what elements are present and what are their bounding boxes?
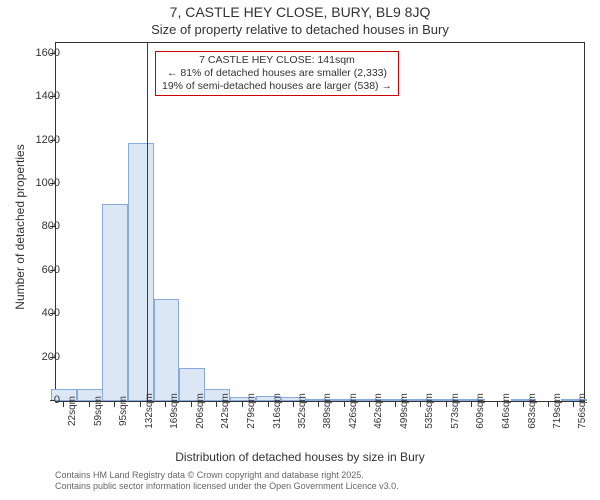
plot-area: 7 CASTLE HEY CLOSE: 141sqm ← 81% of deta… <box>55 42 585 402</box>
x-tick-label: 316sqm <box>272 393 283 429</box>
histogram-bar <box>154 299 180 401</box>
chart-title-sub: Size of property relative to detached ho… <box>0 22 600 37</box>
chart-title-main: 7, CASTLE HEY CLOSE, BURY, BL9 8JQ <box>0 4 600 20</box>
x-tick-label: 499sqm <box>399 393 410 429</box>
x-tick-label: 573sqm <box>450 393 461 429</box>
x-tick <box>89 402 90 407</box>
x-tick <box>395 402 396 407</box>
y-tick <box>50 226 55 227</box>
x-tick <box>268 402 269 407</box>
y-tick <box>50 270 55 271</box>
y-tick <box>50 313 55 314</box>
x-tick-label: 169sqm <box>169 393 180 429</box>
x-tick <box>63 402 64 407</box>
chart-container: 7, CASTLE HEY CLOSE, BURY, BL9 8JQ Size … <box>0 0 600 500</box>
y-tick <box>50 357 55 358</box>
x-tick <box>420 402 421 407</box>
reference-line <box>147 43 148 401</box>
x-tick <box>318 402 319 407</box>
footer-line2: Contains public sector information licen… <box>55 481 399 492</box>
x-tick-label: 535sqm <box>424 393 435 429</box>
x-tick-label: 719sqm <box>552 393 563 429</box>
y-tick <box>50 400 55 401</box>
footer-line1: Contains HM Land Registry data © Crown c… <box>55 470 399 481</box>
annotation-line3: 19% of semi-detached houses are larger (… <box>162 80 392 93</box>
annotation-line2: ← 81% of detached houses are smaller (2,… <box>162 67 392 80</box>
footer-attribution: Contains HM Land Registry data © Crown c… <box>55 470 399 493</box>
x-tick <box>216 402 217 407</box>
x-tick <box>344 402 345 407</box>
x-tick-label: 646sqm <box>501 393 512 429</box>
x-tick-label: 242sqm <box>220 393 231 429</box>
histogram-bar <box>128 143 154 401</box>
x-tick-label: 95sqm <box>118 396 129 426</box>
x-tick-label: 609sqm <box>475 393 486 429</box>
annotation-line1: 7 CASTLE HEY CLOSE: 141sqm <box>162 54 392 67</box>
y-tick <box>50 96 55 97</box>
x-tick-label: 279sqm <box>246 393 257 429</box>
x-tick <box>548 402 549 407</box>
x-tick-label: 352sqm <box>297 393 308 429</box>
x-tick <box>165 402 166 407</box>
x-tick-label: 426sqm <box>348 393 359 429</box>
x-tick <box>573 402 574 407</box>
x-tick-label: 462sqm <box>373 393 384 429</box>
x-tick <box>523 402 524 407</box>
x-tick-label: 756sqm <box>577 393 588 429</box>
x-tick <box>471 402 472 407</box>
x-tick-label: 389sqm <box>322 393 333 429</box>
x-tick <box>191 402 192 407</box>
x-tick-label: 59sqm <box>93 396 104 426</box>
x-tick <box>446 402 447 407</box>
x-axis-label: Distribution of detached houses by size … <box>0 450 600 464</box>
x-tick-label: 683sqm <box>527 393 538 429</box>
x-tick <box>242 402 243 407</box>
y-tick <box>50 183 55 184</box>
annotation-box: 7 CASTLE HEY CLOSE: 141sqm ← 81% of deta… <box>155 51 399 96</box>
x-tick <box>369 402 370 407</box>
histogram-bar <box>102 204 128 401</box>
x-tick-label: 206sqm <box>195 393 206 429</box>
y-tick <box>50 140 55 141</box>
y-tick <box>50 53 55 54</box>
x-tick <box>140 402 141 407</box>
x-tick-label: 132sqm <box>144 393 155 429</box>
x-tick-label: 22sqm <box>67 396 78 426</box>
x-tick <box>497 402 498 407</box>
x-tick <box>293 402 294 407</box>
x-tick <box>114 402 115 407</box>
